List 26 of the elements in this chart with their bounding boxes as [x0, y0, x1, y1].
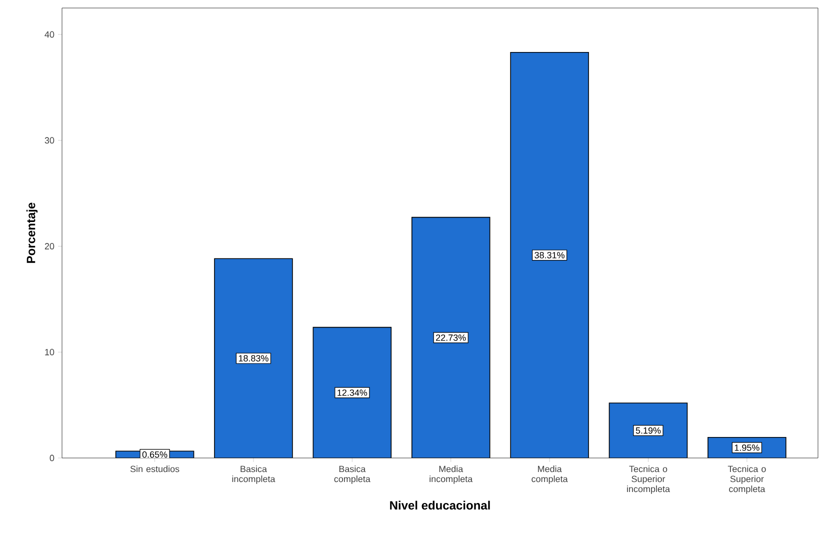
bar — [214, 258, 292, 458]
data-label: 38.31% — [534, 252, 564, 258]
x-tick-label: Tecnica o Superior incompleta — [627, 466, 670, 494]
data-label: 12.34% — [338, 389, 368, 396]
x-tick-label: Media incompleta — [430, 466, 473, 484]
bar — [412, 217, 490, 458]
y-tick-label: 0 — [50, 454, 54, 462]
x-tick-label: Basica incompleta — [232, 466, 276, 484]
y-axis-title: Porcentaje — [26, 202, 38, 263]
data-label: 18.83% — [238, 355, 268, 362]
x-tick-label: Basica completa — [334, 466, 370, 484]
x-tick-label: Media completa — [532, 466, 568, 484]
x-axis-title: Nivel educacional — [390, 500, 490, 510]
y-tick-label: 40 — [44, 31, 54, 38]
data-label: 22.73% — [436, 334, 466, 341]
x-tick-label: Sin estudios — [130, 466, 180, 472]
data-label: 1.95% — [734, 444, 760, 451]
bar — [609, 403, 688, 458]
y-tick-label: 20 — [44, 243, 54, 250]
data-label: 0.65% — [142, 451, 168, 458]
bar — [510, 52, 589, 458]
x-tick-label: Tecnica o Superior completa — [728, 466, 766, 494]
y-tick-label: 30 — [44, 137, 54, 144]
y-tick-label: 10 — [45, 348, 54, 356]
data-label: 5.19% — [636, 427, 661, 434]
bar — [313, 327, 392, 458]
